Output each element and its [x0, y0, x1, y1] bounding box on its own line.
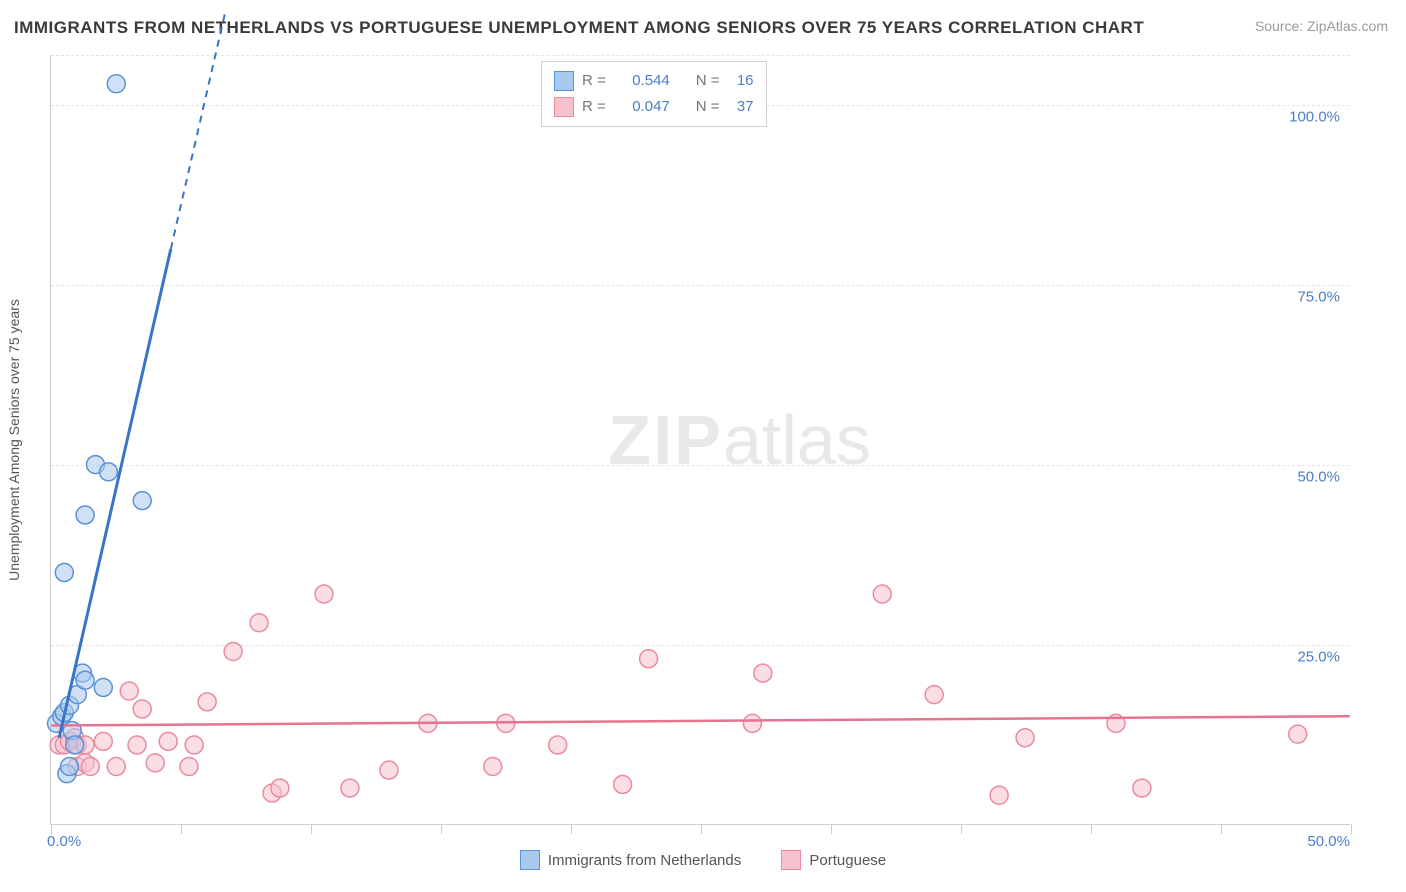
scatter-point: [107, 758, 125, 776]
trend-line: [59, 249, 171, 738]
scatter-svg: [51, 55, 1350, 824]
scatter-point: [61, 758, 79, 776]
source-label: Source:: [1255, 18, 1303, 34]
scatter-point: [315, 585, 333, 603]
scatter-point: [1016, 729, 1034, 747]
stat-n-label-a: N =: [696, 68, 720, 94]
stat-n-label-b: N =: [696, 94, 720, 120]
scatter-point: [341, 779, 359, 797]
scatter-point: [76, 671, 94, 689]
scatter-point: [133, 492, 151, 510]
scatter-point: [180, 758, 198, 776]
scatter-point: [133, 700, 151, 718]
swatch-series-a: [554, 71, 574, 91]
scatter-point: [925, 686, 943, 704]
scatter-point: [224, 643, 242, 661]
scatter-point: [185, 736, 203, 754]
bottom-legend: Immigrants from Netherlands Portuguese: [0, 850, 1406, 874]
scatter-point: [99, 463, 117, 481]
scatter-point: [66, 736, 84, 754]
scatter-point: [146, 754, 164, 772]
scatter-point: [484, 758, 502, 776]
y-tick-label: 100.0%: [1289, 109, 1340, 126]
scatter-point: [754, 664, 772, 682]
scatter-point: [76, 506, 94, 524]
y-tick-label: 50.0%: [1297, 469, 1340, 486]
y-tick-label: 25.0%: [1297, 649, 1340, 666]
x-tick-label-right: 50.0%: [1307, 833, 1350, 850]
scatter-point: [614, 775, 632, 793]
scatter-point: [640, 650, 658, 668]
legend-swatch-series-a: [520, 850, 540, 870]
stat-n-value-b: 37: [728, 94, 754, 120]
scatter-point: [271, 779, 289, 797]
scatter-point: [120, 682, 138, 700]
scatter-point: [81, 758, 99, 776]
legend-label-series-a: Immigrants from Netherlands: [548, 852, 741, 869]
stats-legend-box: R = 0.544 N = 16 R = 0.047 N = 37: [541, 61, 767, 127]
x-tick-label-left: 0.0%: [47, 833, 81, 850]
stat-r-value-a: 0.544: [618, 68, 670, 94]
legend-label-series-b: Portuguese: [809, 852, 886, 869]
scatter-point: [743, 714, 761, 732]
chart-title: IMMIGRANTS FROM NETHERLANDS VS PORTUGUES…: [14, 18, 1144, 38]
trend-line: [171, 12, 226, 249]
scatter-point: [94, 732, 112, 750]
stat-r-value-b: 0.047: [618, 94, 670, 120]
scatter-point: [55, 563, 73, 581]
stats-row-series-a: R = 0.544 N = 16: [554, 68, 754, 94]
trend-line: [51, 716, 1349, 725]
scatter-point: [380, 761, 398, 779]
source-name: ZipAtlas.com: [1307, 18, 1388, 34]
scatter-point: [198, 693, 216, 711]
scatter-point: [128, 736, 146, 754]
scatter-point: [549, 736, 567, 754]
scatter-point: [1133, 779, 1151, 797]
scatter-point: [990, 786, 1008, 804]
stats-row-series-b: R = 0.047 N = 37: [554, 94, 754, 120]
scatter-point: [159, 732, 177, 750]
swatch-series-b: [554, 97, 574, 117]
stat-n-value-a: 16: [728, 68, 754, 94]
chart-plot-area: ZIPatlas 25.0%50.0%75.0%100.0% 0.0% 50.0…: [50, 55, 1350, 825]
scatter-point: [107, 75, 125, 93]
scatter-point: [250, 614, 268, 632]
legend-swatch-series-b: [781, 850, 801, 870]
scatter-point: [94, 678, 112, 696]
scatter-point: [1289, 725, 1307, 743]
legend-item-series-b: Portuguese: [781, 850, 886, 870]
scatter-point: [873, 585, 891, 603]
legend-item-series-a: Immigrants from Netherlands: [520, 850, 741, 870]
stat-r-label-b: R =: [582, 94, 606, 120]
stat-r-label-a: R =: [582, 68, 606, 94]
y-tick-label: 75.0%: [1297, 289, 1340, 306]
source-attribution: Source: ZipAtlas.com: [1255, 18, 1388, 34]
y-axis-label: Unemployment Among Seniors over 75 years: [6, 299, 22, 581]
